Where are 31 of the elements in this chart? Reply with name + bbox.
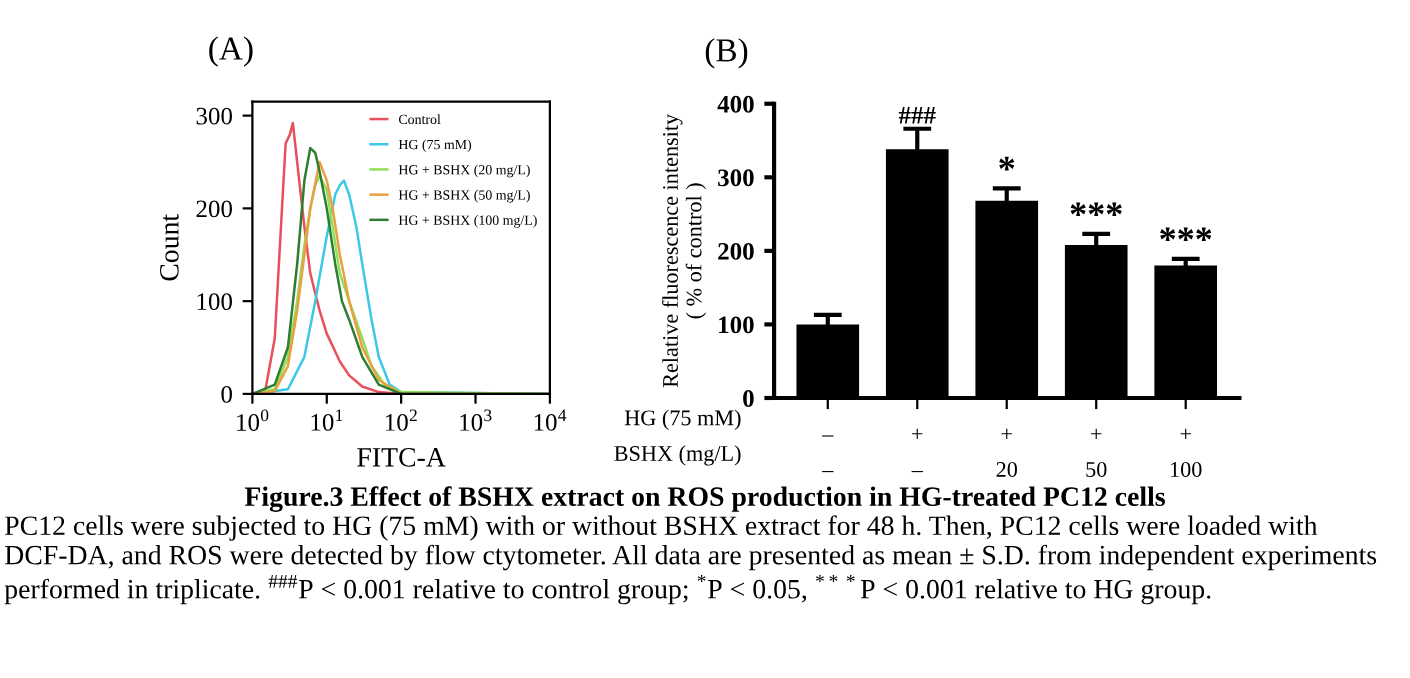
y-axis-title: Relative fluorescence intensity ( % of control ) — [662, 113, 707, 388]
x-tick-label: 10$^{0}$ — [237, 409, 269, 431]
y-tick-label: 300 — [718, 169, 754, 187]
category-label: – – — [822, 435, 834, 473]
x-tick-label: + 20 — [996, 428, 1017, 477]
y-tick-label: 300 — [196, 107, 232, 125]
x-tick-label: 10$^{4}$ — [534, 409, 567, 431]
annotation: ### — [898, 107, 936, 124]
annotation: * — [999, 156, 1015, 171]
y-tick-label: 200 — [718, 242, 754, 260]
annotation: *** — [1160, 227, 1212, 242]
x-tick-label: 10$^{1}$ — [311, 409, 343, 431]
y-tick-label: 0 — [743, 390, 754, 407]
y-tick-label: 100 — [197, 293, 232, 311]
text: PC12 cells were subjected to HG (75 mM) with or without BSHX extract for 48 h. Then, PC12 cells were loaded with DCF-DA, and ROS were detected by flow ctytometer. All data are presented as mean ± S.D. from independent experiments performed in triplicate. $^{###}$P < 0.001 relative to control group; $^{*}$P < 0.05, $^{***}$P < 0.001 relative to HG group. — [4, 515, 1377, 605]
y-tick-label: 0 — [221, 385, 232, 403]
x-tick-label: + 50 — [1086, 428, 1107, 477]
x-axis-title: HG (75 mM) BSHX (mg/L) — [614, 409, 741, 466]
text: Figure.3 Effect of BSHX extract on ROS production in HG-treated PC12 cells — [244, 486, 1165, 512]
category-label: + – — [911, 428, 923, 473]
x-tick-label: 10$^{2}$ — [385, 409, 417, 431]
chart-title: (A) — [209, 36, 253, 67]
annotation: *** — [1070, 202, 1122, 217]
y-tick-label: 200 — [196, 200, 232, 218]
y-tick-label: 100 — [719, 316, 754, 334]
x-tick-label: + 100 — [1170, 428, 1202, 477]
x-tick-label: 10$^{3}$ — [460, 409, 492, 431]
y-axis-title: Count — [160, 214, 179, 281]
y-tick-label: 400 — [717, 95, 754, 113]
x-axis-title: FITC-A — [357, 448, 446, 467]
chart-title: (B) — [705, 38, 748, 69]
